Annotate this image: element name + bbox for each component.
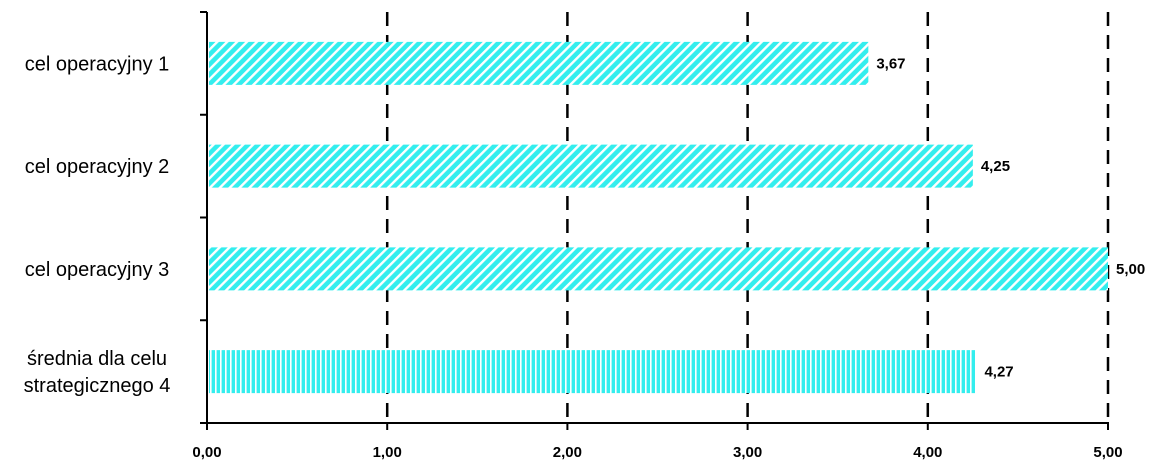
bar-4 xyxy=(209,350,977,394)
value-label-1: 3,67 xyxy=(876,55,905,72)
x-tick-label-5: 5,00 xyxy=(1093,444,1122,461)
value-label-4: 4,27 xyxy=(984,364,1013,381)
bar-1 xyxy=(209,41,869,85)
x-tick-label-4: 4,00 xyxy=(913,444,942,461)
labels: 3,67 4,25 5,00 4,27 0,00 1,00 2,00 3,00 4,00 5,00… xyxy=(24,53,1146,461)
category-label-3: cel operacyjny 3 xyxy=(25,259,170,281)
category-label-4-line-1: średnia dla celu xyxy=(27,348,167,370)
x-tick-label-3: 3,00 xyxy=(733,444,762,461)
x-tick-label-0: 0,00 xyxy=(192,444,221,461)
value-label-2: 4,25 xyxy=(981,158,1010,175)
value-label-3: 5,00 xyxy=(1116,261,1145,278)
x-tick-label-1: 1,00 xyxy=(373,444,402,461)
category-label-2: cel operacyjny 2 xyxy=(25,156,170,178)
category-label-1: cel operacyjny 1 xyxy=(25,53,170,75)
axes xyxy=(200,11,1109,430)
bar-3 xyxy=(209,247,1108,291)
bar-2 xyxy=(209,144,973,188)
x-tick-label-2: 2,00 xyxy=(553,444,582,461)
category-label-4-line-2: strategicznego 4 xyxy=(24,375,171,397)
bars xyxy=(209,41,1108,394)
